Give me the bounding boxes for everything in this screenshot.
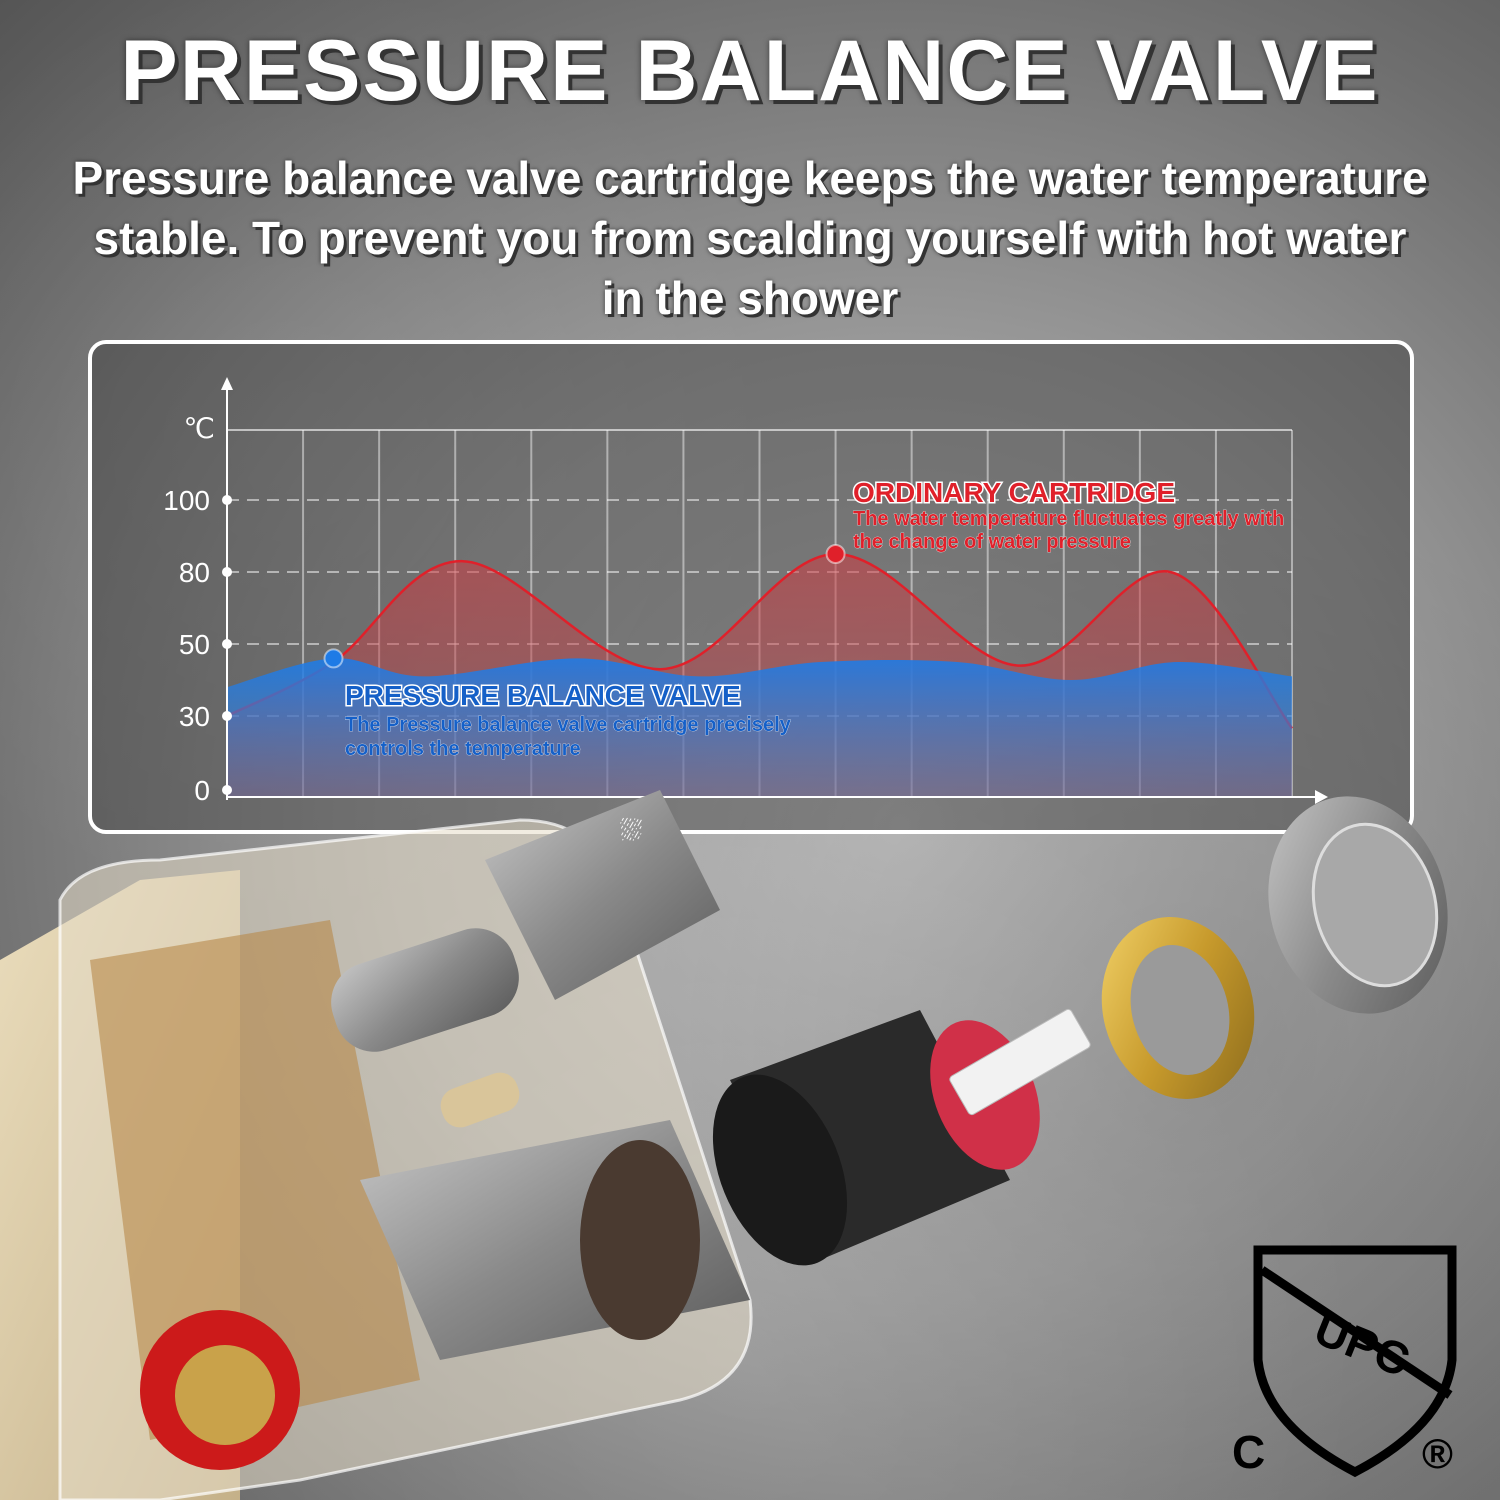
upc-text: UPC	[1307, 1302, 1417, 1387]
cartridge-socket	[580, 1140, 700, 1340]
y-tick-dot	[222, 785, 232, 795]
series-label: ORDINARY CARTRIDGE	[853, 477, 1175, 508]
brass-valve-body	[90, 920, 420, 1440]
ordinary-cartridge-annotation: ORDINARY CARTRIDGE The water temperature…	[852, 476, 1285, 554]
trim-sleeve-ring	[1268, 796, 1448, 1014]
y-tick-label: 30	[179, 701, 210, 732]
valve-product-illustration: ⛆	[0, 790, 753, 1500]
subtitle-line: stable. To prevent you from scalding you…	[93, 212, 1407, 264]
chart-axes: ℃	[184, 377, 1328, 804]
series-label: PRESSURE BALANCE VALVE	[345, 680, 741, 711]
chart-series	[226, 544, 1293, 797]
y-tick-label: 0	[194, 775, 210, 806]
y-tick-dot	[222, 711, 232, 721]
page-title: PRESSURE BALANCE VALVE	[120, 23, 1380, 119]
pressure-balance-area	[227, 658, 1292, 797]
y-axis-arrow-icon	[221, 377, 233, 390]
ordinary-cartridge-marker	[825, 544, 846, 564]
shield-outline	[1253, 1245, 1457, 1478]
subtitle-line: in the shower	[601, 272, 899, 324]
y-tick-dot	[222, 567, 232, 577]
ordinary-cartridge-line	[226, 552, 1293, 730]
subtitle-line: Pressure balance valve cartridge keeps t…	[72, 152, 1428, 204]
y-tick-dot	[222, 495, 232, 505]
diverter-handle-block	[485, 790, 720, 1000]
pressure-balance-marker	[323, 648, 344, 669]
pressure-balance-annotation: PRESSURE BALANCE VALVE The Pressure bala…	[344, 679, 792, 761]
brass-nut	[1101, 917, 1255, 1099]
y-axis-unit: ℃	[184, 413, 215, 444]
subtitle: Pressure balance valve cartridge keeps t…	[0, 148, 1500, 328]
cartridge-stem	[949, 1008, 1091, 1116]
c-mark: C	[1232, 1426, 1265, 1478]
cartridge	[712, 1008, 1091, 1266]
y-tick-label: 80	[179, 557, 210, 588]
series-description: The water temperature fluctuates greatly…	[853, 508, 1285, 553]
y-tick-label: 100	[163, 485, 210, 516]
registered-mark: ®	[1422, 1430, 1453, 1477]
series-description: The Pressure balance valve cartridge pre…	[345, 714, 791, 761]
brass-inlet-thread	[175, 1345, 275, 1445]
diverter-stem	[331, 928, 519, 1052]
upc-certification-logo: UPC C ®	[1232, 1245, 1457, 1478]
shower-icon: ⛆	[620, 815, 642, 846]
x-axis-arrow-icon	[1315, 790, 1328, 804]
y-tick-dot	[222, 639, 232, 649]
pin-connector	[440, 1072, 520, 1128]
cartridge-bottom	[712, 1074, 848, 1266]
y-tick-label: 50	[179, 629, 210, 660]
